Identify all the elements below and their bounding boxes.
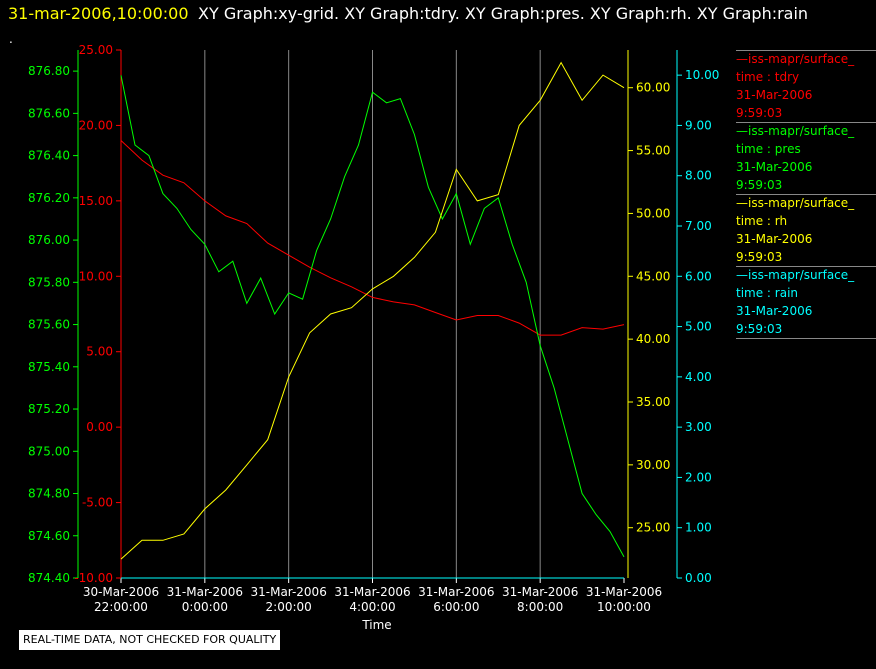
rh-tick-label: 40.00 [636,332,670,346]
legend-date: 31-Mar-2006 [736,160,813,174]
x-tick-label-date: 31-Mar-2006 [250,585,326,599]
pres-tick-label: 876.00 [28,233,70,247]
labels-layer: 30-Mar-200622:00:0031-Mar-20060:00:0031-… [28,43,719,614]
pres-tick-label: 874.40 [28,571,70,585]
legend-time: 9:59:03 [736,250,783,264]
pres-tick-label: 876.20 [28,191,70,205]
pres-tick-label: 875.80 [28,275,70,289]
legend-variable: time : rain [736,286,799,300]
x-tick-label-time: 22:00:00 [94,600,148,614]
status-dot: . [9,32,13,46]
x-tick-label-time: 10:00:00 [597,600,651,614]
rh-tick-label: 45.00 [636,269,670,283]
rain-tick-label: 0.00 [685,571,712,585]
x-tick-label-date: 31-Mar-2006 [502,585,578,599]
tdry-tick-label: 10.00 [79,269,113,283]
legend-date: 31-Mar-2006 [736,304,813,318]
tdry-tick-label: 5.00 [86,345,113,359]
x-axis-label: Time [361,618,391,632]
pres-tick-label: 875.00 [28,444,70,458]
tdry-tick-label: -5.00 [82,496,113,510]
x-tick-label-date: 30-Mar-2006 [83,585,159,599]
legend-time: 9:59:03 [736,178,783,192]
rain-tick-label: 7.00 [685,219,712,233]
pres-tick-label: 874.80 [28,487,70,501]
legend-date: 31-Mar-2006 [736,232,813,246]
series-line-tdry [120,140,625,336]
legend-series-name: —iss-mapr/surface_ [736,196,855,210]
tdry-tick-label: -10.00 [74,571,113,585]
legend-variable: time : tdry [736,70,800,84]
tdry-tick-label: 25.00 [79,43,113,57]
rain-tick-label: 1.00 [685,521,712,535]
graphs-title: XY Graph:xy-grid. XY Graph:tdry. XY Grap… [198,4,809,23]
series-line-rh [120,61,625,560]
tdry-tick-label: 15.00 [79,194,113,208]
legend-variable: time : rh [736,214,788,228]
series-line-pres [120,75,625,558]
tdry-tick-label: 0.00 [86,420,113,434]
legend-separator [736,194,876,195]
pres-tick-label: 876.60 [28,106,70,120]
legend-series-name: —iss-mapr/surface_ [736,52,855,66]
rh-tick-label: 35.00 [636,395,670,409]
legend-entry-tdry[interactable]: —iss-mapr/surface_ time : tdry 31-Mar-20… [736,50,876,122]
legend-entry-rain[interactable]: —iss-mapr/surface_ time : rain 31-Mar-20… [736,266,876,338]
rain-tick-label: 3.00 [685,420,712,434]
legend-time: 9:59:03 [736,322,783,336]
axes-layer [73,49,682,583]
pres-tick-label: 875.20 [28,402,70,416]
rain-tick-label: 5.00 [685,320,712,334]
rh-tick-label: 30.00 [636,458,670,472]
pres-tick-label: 875.60 [28,318,70,332]
rh-tick-label: 55.00 [636,144,670,158]
rain-tick-label: 6.00 [685,269,712,283]
legend-variable: time : pres [736,142,801,156]
rh-tick-label: 25.00 [636,521,670,535]
legend-separator [736,50,876,51]
legend-entry-rh[interactable]: —iss-mapr/surface_ time : rh 31-Mar-2006… [736,194,876,266]
quality-disclaimer: REAL-TIME DATA, NOT CHECKED FOR QUALITY [19,630,281,650]
x-tick-label-date: 31-Mar-2006 [586,585,662,599]
legend-series-name: —iss-mapr/surface_ [736,124,855,138]
rh-tick-label: 50.00 [636,206,670,220]
rain-tick-label: 9.00 [685,118,712,132]
legend-end-separator [736,338,876,340]
tdry-tick-label: 20.00 [79,118,113,132]
series-layer [120,61,625,579]
title-bar: 31-mar-2006,10:00:00 XY Graph:xy-grid. X… [0,0,876,28]
x-tick-label-date: 31-Mar-2006 [418,585,494,599]
x-tick-label-time: 6:00:00 [433,600,479,614]
x-tick-label-time: 2:00:00 [266,600,312,614]
rain-tick-label: 2.00 [685,470,712,484]
pres-tick-label: 875.40 [28,360,70,374]
rain-tick-label: 8.00 [685,169,712,183]
x-tick-label-time: 4:00:00 [349,600,395,614]
pres-tick-label: 876.80 [28,64,70,78]
x-tick-label-time: 0:00:00 [182,600,228,614]
rain-tick-label: 10.00 [685,68,719,82]
legend-time: 9:59:03 [736,106,783,120]
legend-date: 31-Mar-2006 [736,88,813,102]
x-tick-label-date: 31-Mar-2006 [167,585,243,599]
pres-tick-label: 876.40 [28,149,70,163]
legend-series-name: —iss-mapr/surface_ [736,268,855,282]
legend-separator [736,266,876,267]
x-tick-label-date: 31-Mar-2006 [334,585,410,599]
grid-layer [204,50,541,578]
timestamp-title: 31-mar-2006,10:00:00 [8,4,189,23]
legend-entry-pres[interactable]: —iss-mapr/surface_ time : pres 31-Mar-20… [736,122,876,194]
legend-separator [736,122,876,123]
x-tick-label-time: 8:00:00 [517,600,563,614]
rain-tick-label: 4.00 [685,370,712,384]
pres-tick-label: 874.60 [28,529,70,543]
rh-tick-label: 60.00 [636,81,670,95]
